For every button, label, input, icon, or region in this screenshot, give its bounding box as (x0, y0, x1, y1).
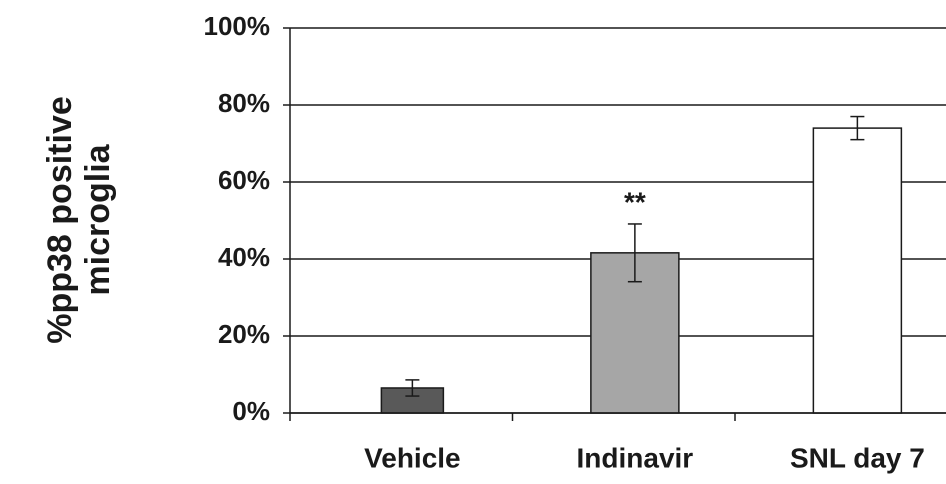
x-tick-label: SNL day 7 (790, 442, 925, 473)
y-tick-label: 40% (218, 242, 270, 272)
x-tick-label: Indinavir (577, 442, 694, 473)
y-axis-title: %pp38 positive microglia (41, 96, 117, 344)
y-tick-label: 20% (218, 319, 270, 349)
bar (812, 127, 903, 414)
y-tick-label: 60% (218, 165, 270, 195)
x-tick-label: Vehicle (364, 442, 461, 473)
y-tick-label: 100% (204, 11, 271, 41)
y-tick-label: 80% (218, 88, 270, 118)
y-tick-label: 0% (232, 396, 270, 426)
y-axis-title-line: %pp38 positive (41, 96, 79, 344)
annotation: ** (624, 186, 646, 217)
y-axis-title-line: microglia (79, 143, 117, 295)
